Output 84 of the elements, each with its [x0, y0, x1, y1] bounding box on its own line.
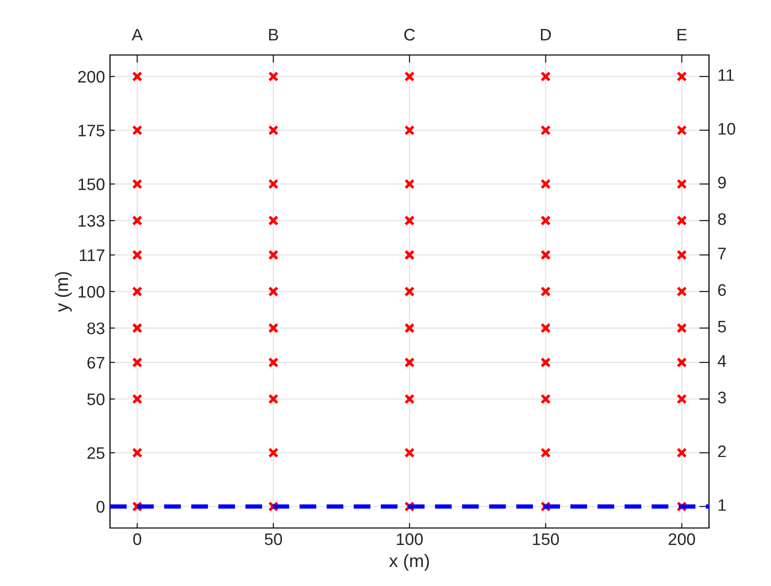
point	[132, 286, 142, 297]
x-tick-label: 0	[133, 533, 142, 546]
point	[404, 125, 415, 136]
y-tick-label: 83	[87, 322, 104, 334]
point	[676, 125, 687, 136]
y-tick-label: 100	[78, 286, 104, 298]
y-tick-label: 150	[78, 178, 104, 190]
point	[404, 394, 415, 404]
text: 9	[718, 176, 726, 188]
point	[540, 215, 551, 226]
point	[676, 322, 687, 334]
point	[268, 322, 279, 334]
y-tick-label: 200	[78, 70, 104, 83]
point	[676, 178, 687, 190]
point	[268, 250, 279, 260]
x-tick-label: 50	[264, 533, 282, 546]
y-tick-label: 175	[78, 124, 104, 136]
point	[132, 125, 142, 136]
y-tick-label: 50	[87, 393, 104, 406]
text: 11	[718, 69, 734, 81]
point	[132, 322, 142, 334]
x-tick-label: 200	[668, 533, 696, 546]
y-tick-label: 25	[87, 447, 104, 459]
point	[268, 448, 279, 458]
point	[268, 178, 279, 190]
point	[676, 394, 687, 404]
point	[676, 215, 687, 226]
point	[540, 357, 551, 368]
point	[404, 357, 415, 368]
point	[268, 394, 279, 404]
point	[404, 178, 415, 190]
point	[676, 286, 687, 297]
text: 3	[718, 392, 726, 404]
annotation: C	[404, 28, 415, 41]
y-tick-label: 133	[78, 214, 104, 227]
point	[132, 71, 142, 82]
text: 4	[718, 355, 726, 367]
point	[268, 71, 279, 82]
point	[676, 71, 687, 82]
point	[404, 322, 415, 334]
annotation: D	[540, 28, 551, 40]
point	[540, 448, 551, 458]
point	[540, 250, 551, 260]
point	[132, 178, 142, 190]
point	[268, 125, 279, 136]
point	[404, 448, 415, 458]
point	[268, 286, 279, 297]
point	[676, 250, 687, 260]
point	[132, 357, 142, 368]
text: 6	[718, 284, 726, 296]
point	[404, 215, 415, 226]
point	[540, 286, 551, 297]
point	[132, 448, 142, 458]
x-tick-label: 100	[396, 533, 423, 546]
point	[540, 125, 551, 136]
x-axis-title: x (m)	[389, 554, 429, 571]
text: 8	[718, 213, 726, 226]
point	[132, 250, 142, 260]
point	[132, 215, 142, 226]
point	[540, 178, 551, 190]
point	[268, 215, 279, 226]
annotation: A	[132, 28, 143, 40]
text: 2	[718, 445, 726, 458]
point	[540, 71, 551, 82]
text: 7	[718, 248, 726, 260]
text: 10	[718, 122, 736, 135]
text: 1	[718, 499, 726, 511]
point	[540, 322, 551, 334]
y-tick-label: 0	[96, 500, 104, 513]
point	[676, 448, 687, 458]
annotation: B	[269, 28, 278, 40]
point	[404, 71, 415, 82]
x-tick-label: 150	[533, 533, 559, 546]
y-tick-label: 117	[80, 250, 104, 261]
y-tick-label: 67	[87, 356, 104, 369]
point	[268, 357, 279, 368]
point	[676, 357, 687, 368]
point	[404, 286, 415, 297]
point	[540, 394, 551, 404]
text: 5	[718, 320, 726, 333]
point	[132, 394, 142, 404]
point	[404, 250, 415, 260]
y-axis-title: y (m)	[54, 272, 72, 312]
annotation: E	[678, 28, 687, 40]
